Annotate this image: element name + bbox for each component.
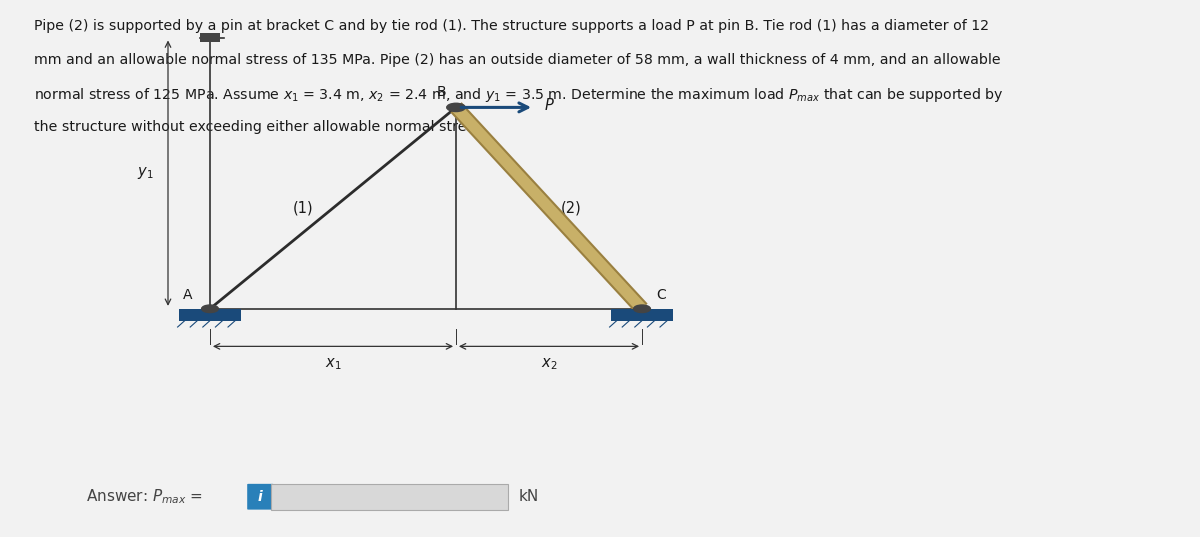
Text: kN: kN — [518, 489, 539, 504]
Text: $x_2$: $x_2$ — [541, 356, 557, 372]
Circle shape — [446, 103, 466, 112]
Text: A: A — [182, 288, 192, 302]
Text: B: B — [437, 85, 446, 99]
Text: $x_1$: $x_1$ — [325, 356, 341, 372]
Text: C: C — [656, 288, 666, 302]
Text: mm and an allowable normal stress of 135 MPa. Pipe (2) has an outside diameter o: mm and an allowable normal stress of 135… — [34, 53, 1001, 67]
Bar — [200, 33, 220, 42]
Bar — [179, 309, 241, 321]
Text: $y_1$: $y_1$ — [137, 165, 154, 181]
Circle shape — [634, 305, 650, 313]
Bar — [611, 309, 673, 321]
FancyBboxPatch shape — [271, 484, 508, 510]
Circle shape — [202, 305, 218, 313]
Text: (2): (2) — [562, 201, 582, 215]
Text: Pipe (2) is supported by a pin at bracket C and by tie rod (1). The structure su: Pipe (2) is supported by a pin at bracke… — [34, 19, 989, 33]
Text: $P$: $P$ — [544, 97, 554, 113]
Text: Answer: $P_{max}$ =: Answer: $P_{max}$ = — [86, 488, 204, 506]
Text: (1): (1) — [293, 201, 313, 215]
Text: the structure without exceeding either allowable normal stress.: the structure without exceeding either a… — [34, 120, 486, 134]
Text: normal stress of 125 MPa. Assume $x_1$ = 3.4 m, $x_2$ = 2.4 m, and $y_1$ = 3.5 m: normal stress of 125 MPa. Assume $x_1$ =… — [34, 86, 1003, 105]
FancyBboxPatch shape — [247, 484, 274, 510]
Text: i: i — [258, 490, 263, 504]
